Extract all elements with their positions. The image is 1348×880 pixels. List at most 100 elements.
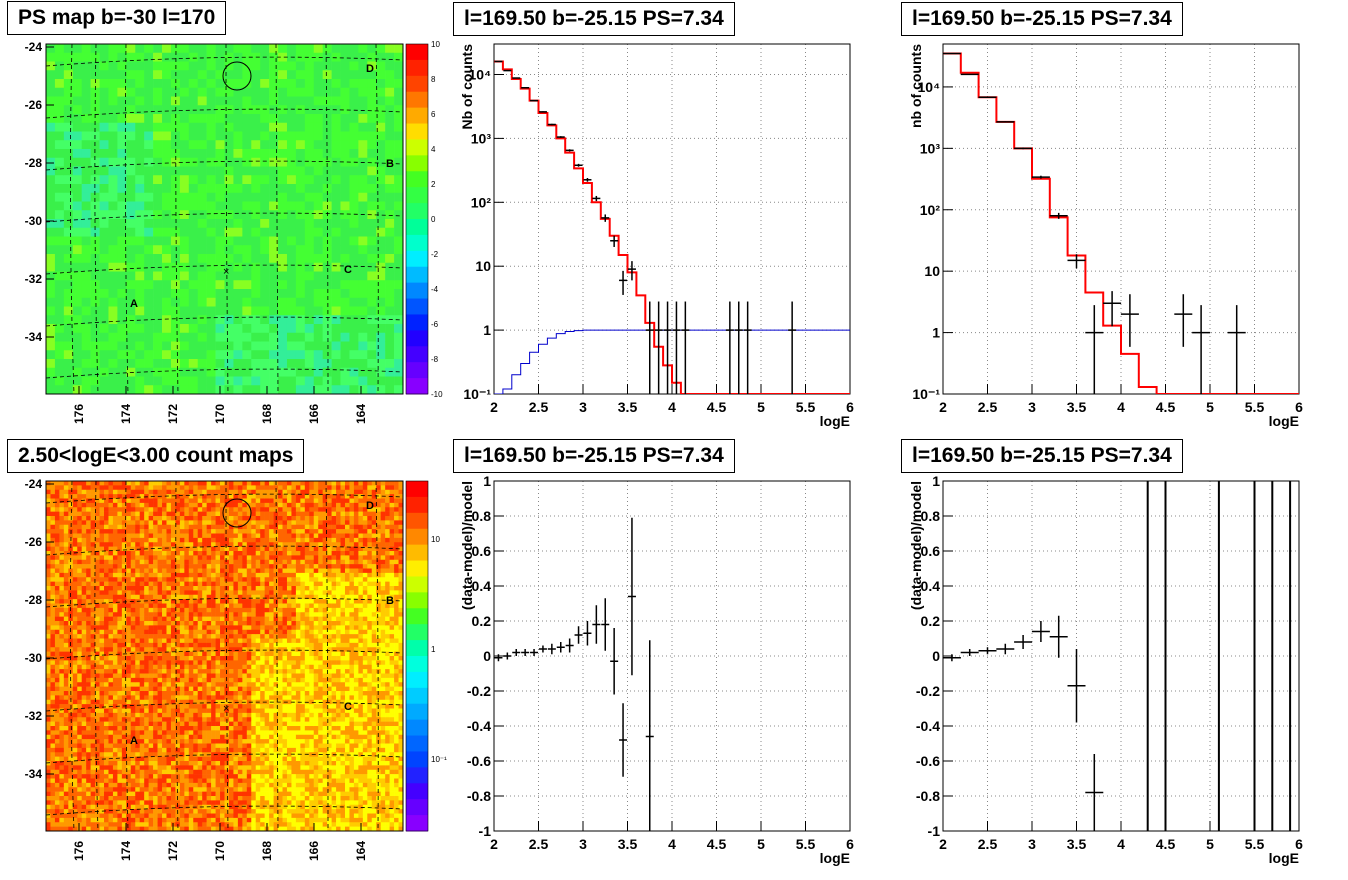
y-tick-label: 0.2 bbox=[472, 613, 492, 629]
x-tick-label: 4 bbox=[1117, 399, 1125, 415]
map-heat-cells bbox=[46, 44, 403, 394]
x-tick-label: 5 bbox=[1206, 399, 1214, 415]
map-x-tick-label: 170 bbox=[213, 404, 227, 424]
colorbar-tick-label: 0 bbox=[431, 215, 436, 224]
data-point bbox=[548, 124, 556, 125]
y-tick-label: 10⁻¹ bbox=[912, 386, 940, 402]
colorbar-tick-label: -4 bbox=[431, 285, 439, 294]
x-axis-label: logE bbox=[820, 850, 850, 866]
x-tick-label: 2.5 bbox=[529, 836, 549, 852]
x-tick-label: 3.5 bbox=[618, 399, 638, 415]
spectrum-chart-2-title: l=169.50 b=-25.15 PS=7.34 bbox=[901, 2, 1183, 36]
x-tick-label: 2.5 bbox=[978, 399, 998, 415]
x-tick-label: 3 bbox=[579, 836, 587, 852]
data-point bbox=[530, 100, 538, 101]
map-source-label: A bbox=[130, 735, 138, 747]
x-tick-label: 5.5 bbox=[1245, 836, 1265, 852]
spectrum-chart-1-title: l=169.50 b=-25.15 PS=7.34 bbox=[453, 2, 735, 36]
colorbar-tick-label: 1 bbox=[431, 645, 436, 654]
x-tick-label: 2 bbox=[490, 836, 498, 852]
map-x-tick-label: 166 bbox=[307, 404, 321, 424]
y-tick-label: 1 bbox=[483, 473, 491, 489]
y-tick-label: 10 bbox=[924, 263, 940, 279]
map-x-tick-label: 176 bbox=[72, 404, 86, 424]
x-tick-label: 4 bbox=[668, 836, 676, 852]
y-tick-label: 1 bbox=[932, 473, 940, 489]
count-map-title: 2.50<logE<3.00 count maps bbox=[7, 439, 304, 473]
residual-chart-1-title: l=169.50 b=-25.15 PS=7.34 bbox=[453, 439, 735, 473]
colorbar-tick-label: 10⁻¹ bbox=[431, 755, 447, 764]
y-tick-label: -0.6 bbox=[467, 753, 491, 769]
x-tick-label: 5 bbox=[1206, 836, 1214, 852]
colorbar-tick-label: 6 bbox=[431, 110, 436, 119]
x-tick-label: 5.5 bbox=[796, 399, 816, 415]
x-tick-label: 4 bbox=[668, 399, 676, 415]
map-source-label: D bbox=[366, 63, 374, 75]
x-tick-label: 2 bbox=[939, 399, 947, 415]
y-tick-label: -0.4 bbox=[916, 718, 940, 734]
map-heat-cells bbox=[46, 481, 403, 831]
map-y-tick-label: -32 bbox=[25, 272, 43, 286]
colorbar-tick-label: -8 bbox=[431, 355, 439, 364]
source-cross: × bbox=[223, 266, 229, 278]
y-tick-label: -1 bbox=[928, 823, 941, 839]
map-x-tick-label: 170 bbox=[213, 841, 227, 861]
map-y-tick-label: -34 bbox=[25, 767, 43, 781]
map-y-tick-label: -24 bbox=[25, 477, 43, 491]
map-source-label: B bbox=[386, 595, 394, 607]
colorbar-tick-label: -2 bbox=[431, 250, 439, 259]
colorbar-tick-label: 10 bbox=[431, 40, 440, 49]
colorbar-tick-label: -10 bbox=[431, 390, 443, 399]
x-tick-label: 3.5 bbox=[1067, 399, 1087, 415]
map-source-label: D bbox=[366, 500, 374, 512]
x-tick-label: 2 bbox=[490, 399, 498, 415]
map-y-tick-label: -28 bbox=[25, 593, 43, 607]
map-y-tick-label: -24 bbox=[25, 40, 43, 54]
map-x-tick-label: 172 bbox=[166, 404, 180, 424]
colorbar-tick-label: 4 bbox=[431, 145, 436, 154]
y-tick-label: -0.2 bbox=[916, 683, 940, 699]
map-x-tick-label: 168 bbox=[260, 841, 274, 861]
x-tick-label: 2.5 bbox=[529, 399, 549, 415]
y-tick-label: -0.8 bbox=[467, 788, 491, 804]
y-tick-label: 10² bbox=[920, 202, 941, 218]
map-x-tick-label: 174 bbox=[119, 841, 133, 861]
data-point bbox=[503, 70, 511, 71]
x-tick-label: 5 bbox=[757, 399, 765, 415]
y-tick-label: -1 bbox=[479, 823, 492, 839]
data-point bbox=[512, 78, 520, 79]
map-x-tick-label: 164 bbox=[354, 404, 368, 424]
x-tick-label: 3 bbox=[1028, 836, 1036, 852]
source-cross: × bbox=[223, 703, 229, 715]
x-tick-label: 3.5 bbox=[1067, 836, 1087, 852]
colorbar-tick-label: 8 bbox=[431, 75, 436, 84]
map-x-tick-label: 166 bbox=[307, 841, 321, 861]
map-y-tick-label: -30 bbox=[25, 214, 43, 228]
x-tick-label: 2 bbox=[939, 836, 947, 852]
data-point bbox=[996, 121, 1014, 122]
data-point bbox=[557, 136, 565, 138]
residual-chart-2-title: l=169.50 b=-25.15 PS=7.34 bbox=[901, 439, 1183, 473]
y-tick-label: 0 bbox=[483, 648, 491, 664]
y-tick-label: -0.8 bbox=[916, 788, 940, 804]
x-tick-label: 3 bbox=[1028, 399, 1036, 415]
map-y-tick-label: -26 bbox=[25, 535, 43, 549]
y-axis-label: (data-model)/model bbox=[908, 481, 924, 610]
ps-map-title: PS map b=-30 l=170 bbox=[7, 1, 226, 35]
colorbar bbox=[406, 481, 428, 832]
y-tick-label: 10² bbox=[471, 194, 492, 210]
y-tick-label: 0 bbox=[932, 648, 940, 664]
x-tick-label: 3 bbox=[579, 399, 587, 415]
x-tick-label: 5 bbox=[757, 836, 765, 852]
data-point bbox=[1014, 148, 1032, 150]
x-tick-label: 5.5 bbox=[796, 836, 816, 852]
map-y-tick-label: -28 bbox=[25, 156, 43, 170]
x-tick-label: 5.5 bbox=[1245, 399, 1265, 415]
